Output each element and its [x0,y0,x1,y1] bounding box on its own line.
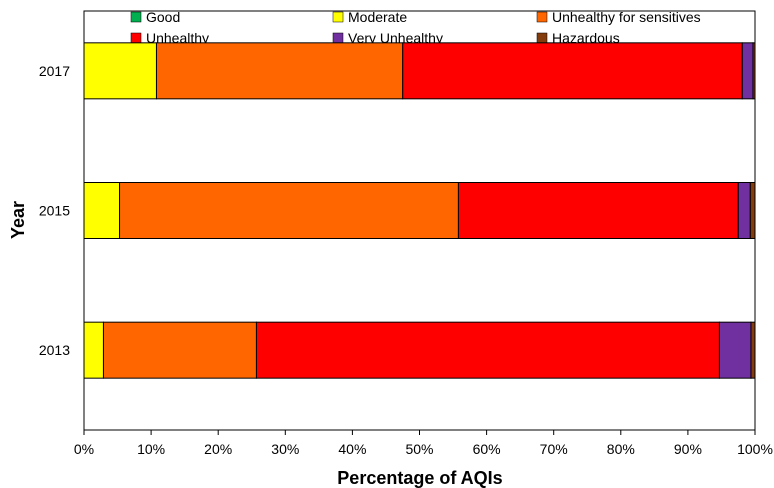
legend-label-2: Unhealthy for sensitives [552,9,701,25]
x-tick-label: 30% [271,441,299,457]
legend-label-3: Unhealthy [146,30,209,46]
legend-label-4: Very Unhealthy [348,30,443,46]
legend: Good Moderate Unhealthy for sensitives Unhe… [130,9,701,46]
bar-segment-2015-4 [737,182,751,239]
y-tick-label-2015: 2015 [39,203,70,219]
legend-label-0: Good [146,9,180,25]
bar-segment-2013-4 [718,321,752,379]
legend-swatch-4 [332,32,344,44]
y-tick-label-2017: 2017 [39,63,70,79]
x-axis-title: Percentage of AQIs [337,468,502,488]
bar-segment-2013-1 [83,321,104,379]
bars-group [83,42,756,379]
bar-segment-2015-3 [457,182,739,239]
x-tick-label: 100% [737,441,773,457]
legend-swatch-0 [130,11,142,23]
bar-segment-2013-2 [102,321,257,379]
bar-segment-2013-5 [750,321,756,379]
x-tick-label: 80% [607,441,635,457]
x-tick-label: 20% [204,441,232,457]
legend-swatch-3 [130,32,142,44]
bar-segment-2015-2 [119,182,459,239]
legend-swatch-5 [536,32,548,44]
legend-swatch-1 [332,11,344,23]
x-tick-label: 0% [74,441,94,457]
bar-segment-2017-4 [741,42,754,100]
legend-label-1: Moderate [348,9,407,25]
x-tick-label: 50% [405,441,433,457]
bar-segment-2017-3 [402,42,743,100]
x-tick-label: 40% [338,441,366,457]
x-axis-ticks: 0% 10% 20% 30% 40% 50% 60% 70% 80% 90% 100% [74,430,773,457]
x-tick-label: 60% [473,441,501,457]
bar-segment-2017-1 [83,42,157,100]
bar-segment-2015-5 [749,182,756,239]
y-tick-label-2013: 2013 [39,342,70,358]
y-axis-categories: 2017 2015 2013 [39,63,70,358]
legend-swatch-2 [536,11,548,23]
legend-label-5: Hazardous [552,30,620,46]
y-axis-title: Year [8,201,28,239]
x-tick-label: 10% [137,441,165,457]
x-tick-label: 90% [674,441,702,457]
bar-segment-2015-1 [83,182,121,239]
x-tick-label: 70% [540,441,568,457]
bar-segment-2017-2 [155,42,404,100]
bar-segment-2013-3 [255,321,720,379]
